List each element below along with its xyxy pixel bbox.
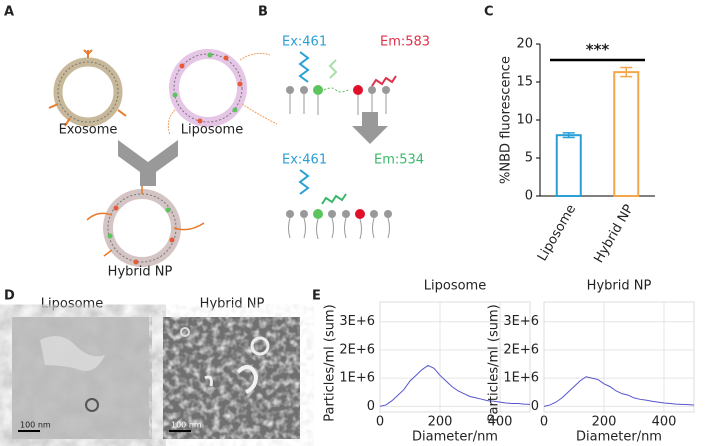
film bbox=[40, 336, 105, 371]
diagram-b: Ex:461 Em:583 Ex:461 Em:534 bbox=[282, 35, 430, 240]
annotation: *** bbox=[586, 41, 610, 59]
dyes bbox=[179, 55, 243, 124]
y-tick-label: 0 bbox=[531, 399, 539, 414]
merge-arrow bbox=[118, 140, 178, 186]
membrane bbox=[173, 53, 243, 123]
panel-label: B bbox=[258, 5, 268, 20]
x-tick-label: 200 bbox=[592, 415, 617, 430]
x-tick-label: 200 bbox=[428, 415, 453, 430]
vesicle bbox=[204, 375, 213, 387]
x-tick-label: 0 bbox=[376, 415, 384, 430]
scale-label: 100 nm bbox=[171, 421, 202, 430]
x-tick-label: Hybrid NP bbox=[591, 202, 636, 266]
x-axis-label: Diameter/nm bbox=[576, 430, 662, 445]
vesicle bbox=[180, 327, 190, 337]
y-axis-label: Particles/ml (sum) bbox=[323, 304, 338, 421]
label: Em:534 bbox=[374, 153, 424, 168]
y-tick-label: 15 bbox=[516, 75, 533, 90]
y-tick-label: 0 bbox=[367, 399, 375, 414]
y-tick-label: 1E+6 bbox=[503, 371, 539, 386]
x-tick-label: Liposome bbox=[535, 202, 579, 264]
x-tick-label: 0 bbox=[540, 415, 548, 430]
y-axis-label: %NBD fluorescence bbox=[499, 56, 514, 184]
bar bbox=[613, 71, 640, 197]
arrow bbox=[352, 112, 388, 144]
panel-label: A bbox=[4, 5, 14, 20]
label: Ex:461 bbox=[282, 153, 327, 168]
plot-frame bbox=[543, 301, 695, 413]
dyes bbox=[113, 205, 175, 265]
label: Em:583 bbox=[380, 35, 430, 50]
proteins bbox=[48, 49, 127, 127]
x-tick-label: 400 bbox=[488, 415, 513, 430]
texture bbox=[163, 317, 300, 439]
size-distribution bbox=[543, 376, 695, 407]
y-tick-label: 1E+6 bbox=[339, 371, 375, 386]
panel-label: E bbox=[312, 289, 321, 304]
y-axis-label: Particles/ml (sum) bbox=[487, 304, 502, 421]
bar bbox=[555, 134, 582, 197]
y-tick-label: 3E+6 bbox=[339, 314, 375, 329]
micrograph-title: Hybrid NP bbox=[200, 297, 265, 312]
y-tick-label: 0 bbox=[525, 189, 533, 204]
wave bbox=[328, 59, 338, 79]
label: Ex:461 bbox=[282, 35, 327, 50]
x-axis-label: Diameter/nm bbox=[412, 430, 498, 445]
micrographs: Liposome Hybrid NP 100 nm 100 nm bbox=[12, 297, 300, 439]
y-tick-label: 5 bbox=[525, 151, 533, 166]
wave bbox=[371, 75, 397, 87]
y-tick-label: 2E+6 bbox=[339, 342, 375, 357]
dyes bbox=[172, 52, 238, 113]
y-tick-label: 3E+6 bbox=[503, 314, 539, 329]
bilayer-bottom bbox=[286, 209, 392, 240]
plot-frame bbox=[379, 301, 531, 413]
bilayer-top bbox=[286, 85, 390, 115]
diagram-a: Exosome Liposome Hybrid NP bbox=[48, 49, 278, 280]
size-distribution bbox=[379, 364, 531, 407]
texture bbox=[12, 317, 152, 439]
error-bar bbox=[562, 132, 575, 139]
membrane bbox=[57, 61, 119, 123]
y-tick-label: 20 bbox=[516, 37, 533, 52]
y-tick-label: 2E+6 bbox=[503, 342, 539, 357]
error-bar bbox=[620, 66, 633, 78]
vesicle bbox=[236, 364, 259, 394]
chart-title: Hybrid NP bbox=[587, 279, 652, 294]
scale-label: 100 nm bbox=[20, 421, 51, 430]
wave bbox=[298, 51, 310, 83]
vesicle bbox=[85, 398, 99, 412]
label: Exosome bbox=[59, 123, 118, 138]
micrograph-title: Liposome bbox=[41, 297, 103, 312]
chart-title: Liposome bbox=[424, 279, 486, 294]
peg-chains bbox=[167, 52, 278, 136]
label: Liposome bbox=[181, 123, 243, 138]
x-tick-label: 400 bbox=[652, 415, 677, 430]
wave bbox=[298, 169, 310, 195]
label: Hybrid NP bbox=[108, 265, 173, 280]
wave bbox=[321, 193, 347, 205]
dyes bbox=[107, 207, 171, 239]
proteins bbox=[86, 186, 205, 257]
panel-label: D bbox=[4, 289, 15, 304]
panel-label: C bbox=[484, 5, 494, 20]
vesicle bbox=[250, 336, 270, 356]
y-tick-label: 10 bbox=[516, 113, 533, 128]
